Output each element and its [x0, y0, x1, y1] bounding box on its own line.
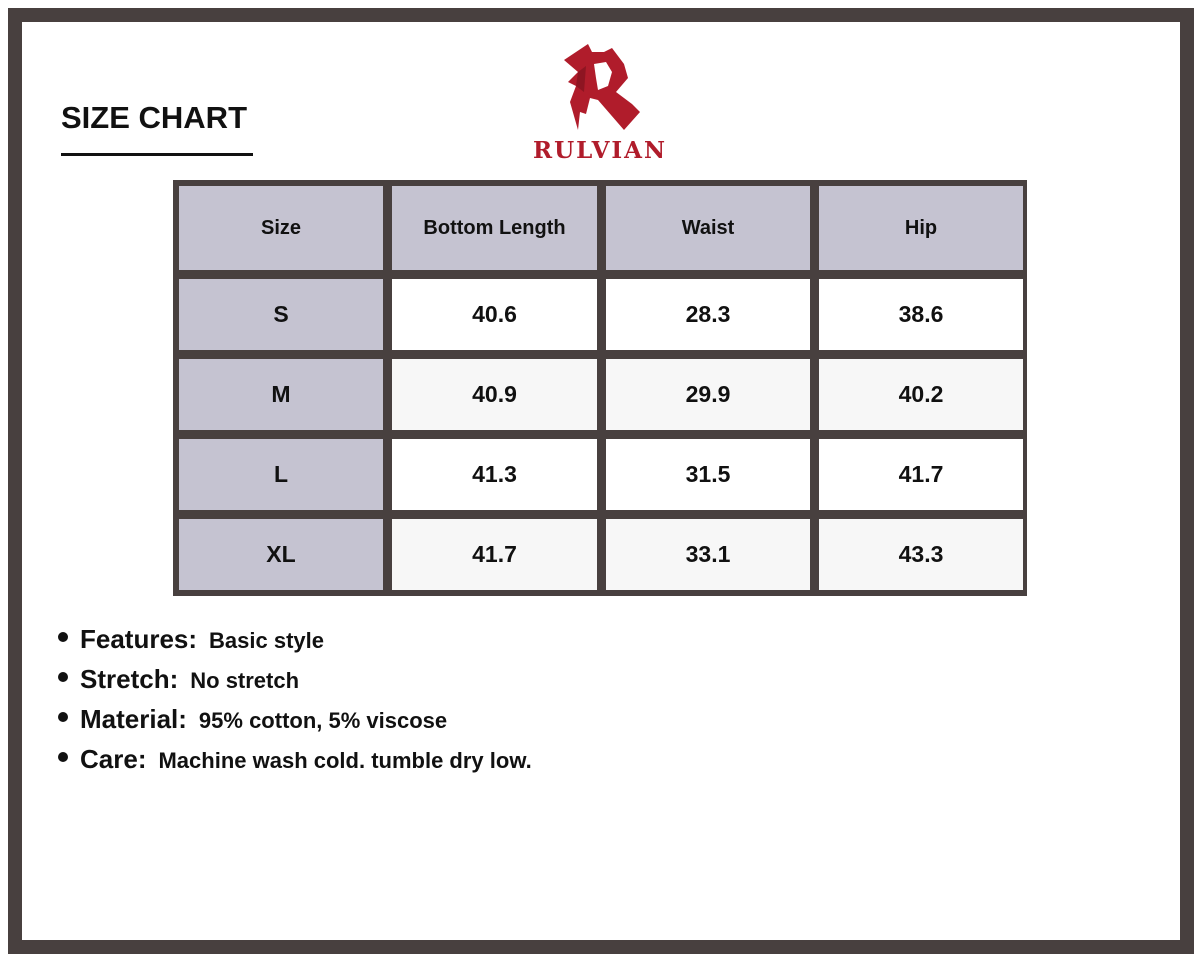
measurement-cell: 41.7 [819, 439, 1023, 510]
title-underline [61, 153, 253, 156]
note-item: Material: 95% cotton, 5% viscose [58, 704, 532, 744]
note-value: No stretch [190, 668, 300, 693]
note-label: Care: [80, 744, 147, 774]
column-header: Bottom Length [392, 186, 597, 270]
measurement-cell: 38.6 [819, 279, 1023, 350]
bullet-icon [58, 632, 68, 642]
bullet-icon [58, 672, 68, 682]
brand-name: RULVIAN [532, 137, 668, 164]
size-label-cell: XL [179, 519, 383, 590]
page-title: SIZE CHART [61, 100, 247, 135]
bullet-icon [58, 752, 68, 762]
note-item: Features: Basic style [58, 624, 532, 664]
measurement-cell: 33.1 [606, 519, 810, 590]
note-value: Machine wash cold. tumble dry low. [158, 748, 532, 773]
size-label-cell: S [179, 279, 383, 350]
measurement-cell: 29.9 [606, 359, 810, 430]
measurement-cell: 43.3 [819, 519, 1023, 590]
column-header: Hip [819, 186, 1023, 270]
note-item: Stretch: No stretch [58, 664, 532, 704]
note-value: 95% cotton, 5% viscose [198, 708, 448, 733]
note-item: Care: Machine wash cold. tumble dry low. [58, 744, 532, 784]
size-label-cell: M [179, 359, 383, 430]
gothic-r-logo-icon [564, 44, 640, 130]
measurement-cell: 40.9 [392, 359, 597, 430]
measurement-cell: 28.3 [606, 279, 810, 350]
measurement-cell: 40.6 [392, 279, 597, 350]
note-value: Basic style [209, 628, 325, 653]
measurement-cell: 41.7 [392, 519, 597, 590]
column-header: Waist [606, 186, 810, 270]
column-header: Size [179, 186, 383, 270]
measurement-cell: 40.2 [819, 359, 1023, 430]
measurement-cell: 31.5 [606, 439, 810, 510]
measurement-cell: 41.3 [392, 439, 597, 510]
brand-logo: RULVIAN [520, 42, 680, 167]
product-notes: Features: Basic style Stretch: No stretch Ma… [58, 624, 532, 784]
bullet-icon [58, 712, 68, 722]
size-label-cell: L [179, 439, 383, 510]
note-label: Material: [80, 704, 187, 734]
size-table: Size Bottom Length Waist Hip S 40.6 28.3 38.6 M 4… [173, 180, 1027, 596]
note-label: Features: [80, 624, 198, 654]
note-label: Stretch: [80, 664, 179, 694]
